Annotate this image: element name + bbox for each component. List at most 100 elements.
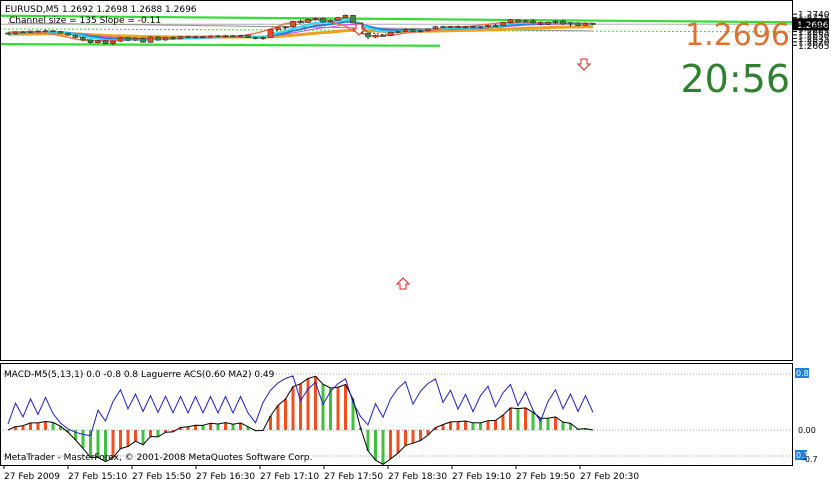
candle-body [185, 36, 191, 38]
price-series-layer [1, 14, 792, 290]
candle-body [552, 20, 559, 23]
candle-body [462, 26, 469, 28]
time-tick-label: 27 Feb 2009 [4, 472, 60, 482]
macd-scale-label: -0.7 [802, 455, 818, 464]
candle-body [42, 30, 49, 33]
clock-display: 20:56 [680, 57, 790, 101]
price-tick-label: 1.2740 [798, 11, 830, 21]
sell-arrow-icon [576, 58, 592, 71]
macd-scale-label: 0.8 [796, 369, 809, 378]
macd-scale-label: 0.00 [798, 426, 816, 435]
candle-body [327, 20, 334, 23]
macd-header: MACD-M5(5,13,1) 0.0 -0.8 0.8 Laguerre AC… [4, 370, 275, 380]
price-tick-label: 1.2680 [798, 25, 830, 35]
candle-body [252, 37, 259, 39]
candle-body [335, 17, 341, 21]
macd-signal-line [7, 375, 594, 465]
candle-body [20, 31, 26, 34]
buy-arrow-icon [395, 277, 411, 290]
candle-body [492, 25, 499, 27]
candle-body [27, 30, 34, 33]
price-tick-label: 1.2605 [798, 42, 830, 52]
candle-body [575, 22, 581, 26]
candle-body [267, 29, 274, 38]
candle-body [350, 15, 356, 24]
time-tick-label: 27 Feb 16:30 [196, 472, 255, 482]
candle-body [177, 36, 184, 40]
copyright-text: MetaTrader - MasterForex, © 2001-2008 Me… [4, 453, 312, 463]
candle-body [447, 26, 454, 28]
candle-body [282, 26, 289, 29]
candle-body [477, 26, 484, 29]
candle-body [132, 38, 139, 41]
candle-body [170, 37, 176, 40]
laguerre-line [7, 375, 594, 437]
candle-body [515, 19, 521, 23]
candle-body [12, 31, 19, 35]
candle-body [485, 25, 491, 28]
candle-body [560, 20, 566, 25]
candle-body [380, 35, 386, 37]
time-tick-label: 27 Feb 19:10 [452, 472, 511, 482]
candle-body [530, 20, 536, 24]
candle-body [402, 29, 409, 32]
candle-body [102, 40, 109, 44]
time-tick-label: 27 Feb 17:50 [324, 472, 383, 482]
candle-body [50, 30, 56, 33]
candle-body [440, 26, 446, 28]
time-tick-label: 27 Feb 19:50 [516, 472, 575, 482]
candle-body [147, 36, 154, 43]
candle-body [80, 37, 86, 41]
macd-series-layer [1, 373, 792, 465]
candle-body [305, 18, 311, 23]
candle-body [110, 40, 116, 44]
last-price-label: 1.2696 [797, 21, 829, 31]
candle-body [207, 35, 214, 38]
candle-body [200, 36, 206, 39]
candle-body [387, 31, 394, 36]
candle-body [260, 36, 266, 39]
channel-lower [1, 43, 441, 47]
ema-orange-line [7, 25, 594, 39]
candle-body [500, 22, 506, 26]
macd-scale-box [795, 368, 809, 378]
time-tick-label: 27 Feb 17:10 [260, 472, 319, 482]
price-tick-label: 1.2620 [798, 38, 830, 48]
last-price-box [793, 18, 829, 31]
candle-body [395, 31, 401, 33]
candle-body [215, 35, 221, 38]
candle-body [35, 30, 41, 33]
candle-body [567, 22, 574, 25]
macd-scale-label: 0.1 [796, 451, 809, 460]
main-plot-frame [0, 0, 793, 361]
candle-body [507, 19, 514, 23]
candle-body [230, 35, 236, 38]
candle-body [522, 20, 529, 23]
candle-body [87, 39, 94, 44]
candle-body [417, 30, 424, 33]
candle-body [95, 40, 101, 44]
candle-body [117, 37, 124, 42]
time-tick-label: 27 Feb 15:50 [132, 472, 191, 482]
candle-body [222, 35, 229, 38]
candle-body [455, 26, 461, 28]
candle-body [365, 33, 371, 38]
candle-body [297, 21, 304, 23]
candle-body [245, 35, 251, 38]
candle-body [65, 32, 71, 36]
candle-body [410, 29, 416, 32]
candle-body [5, 32, 11, 35]
ema-black-dotted [7, 16, 594, 43]
time-tick-label: 27 Feb 18:30 [388, 472, 447, 482]
candle-body [275, 27, 281, 30]
price-tick-label: 1.2635 [798, 35, 830, 45]
candle-body [342, 15, 349, 18]
candle-body [432, 26, 439, 30]
candle-body [425, 28, 431, 32]
sell-arrow-icon [351, 23, 367, 36]
candle-body [57, 31, 64, 34]
candle-body [140, 38, 146, 43]
candle-body [162, 37, 169, 41]
candle-body [320, 18, 326, 23]
